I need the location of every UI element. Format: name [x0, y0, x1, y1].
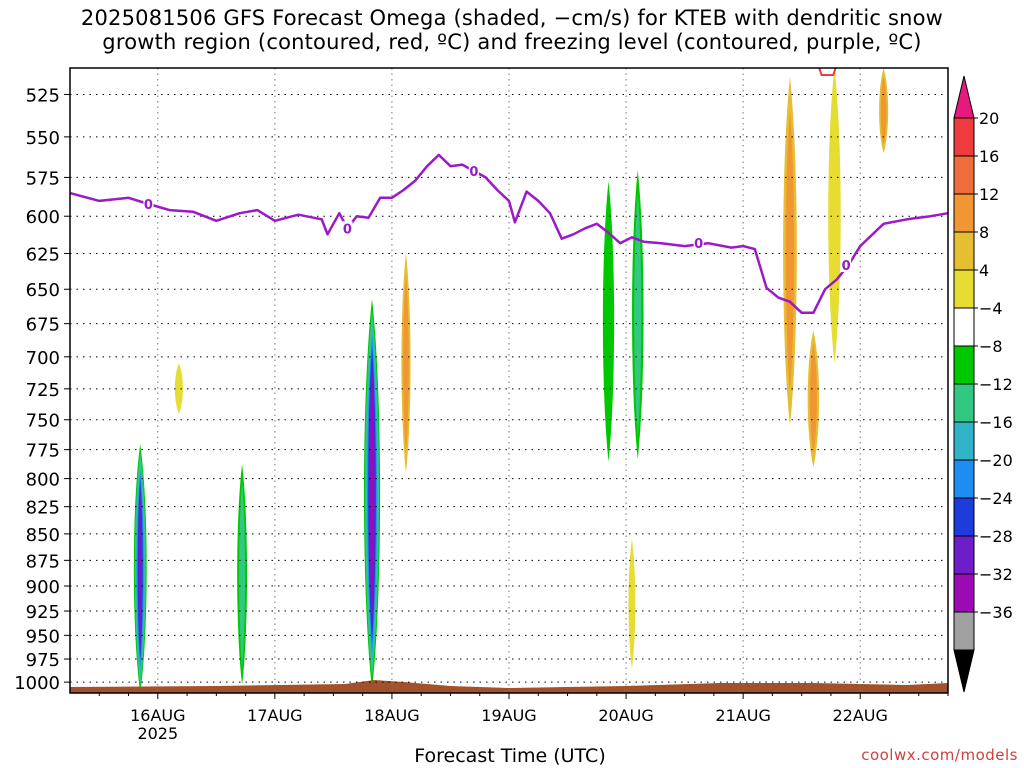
y-tick-label-525: 525 [26, 85, 60, 106]
colorbar-label-11: −28 [979, 527, 1013, 546]
dendritic-growth-contour [818, 67, 837, 76]
colorbar-label-3: 8 [979, 223, 989, 242]
colorbar-label-13: −36 [979, 603, 1013, 622]
colorbar-swatch-0 [953, 117, 975, 157]
y-tick-label-575: 575 [26, 168, 60, 189]
colorbar-swatch-13 [953, 611, 975, 651]
omega-shade-0-6 [138, 488, 143, 651]
omega-shade-2-0 [174, 363, 183, 414]
title-line-1: 2025081506 GFS Forecast Omega (shaded, −… [80, 6, 944, 30]
y-tick-label-900: 900 [26, 577, 60, 598]
omega-shade-4-7 [370, 371, 374, 618]
freezing-level-label-4: 0 [842, 259, 851, 274]
y-tick-label-725: 725 [26, 380, 60, 401]
x-year-label: 2025 [137, 724, 178, 743]
omega-shade-3-2 [239, 481, 246, 668]
y-tick-label-875: 875 [26, 551, 60, 572]
colorbar-label-12: −32 [979, 565, 1013, 584]
omega-shade-8-0 [628, 539, 636, 669]
colorbar-label-1: 16 [979, 147, 999, 166]
colorbar-label-10: −24 [979, 489, 1013, 508]
colorbar-swatch-10 [953, 497, 975, 537]
colorbar-swatch-5 [953, 307, 975, 347]
freezing-level-line [69, 153, 949, 315]
y-tick-label-600: 600 [26, 207, 60, 228]
colorbar-swatch-7 [953, 383, 975, 423]
colorbar-bottom-arrow [953, 649, 975, 693]
colorbar-swatch-1 [953, 155, 975, 195]
colorbar-swatch-4 [953, 269, 975, 309]
plot-frame [69, 67, 949, 694]
colorbar-swatch-3 [953, 231, 975, 271]
omega-shade-13-0 [838, 564, 855, 678]
freezing-label-bg-1 [342, 221, 353, 236]
x-tick-label-22AUG: 22AUG [832, 706, 887, 725]
y-tick-label-750: 750 [26, 411, 60, 432]
colorbar-swatch-9 [953, 459, 975, 499]
freezing-label-bg-4 [841, 258, 852, 273]
x-tick-label-18AUG: 18AUG [364, 706, 419, 725]
y-tick-label-775: 775 [26, 441, 60, 462]
colorbar-label-2: 12 [979, 185, 999, 204]
y-tick-label-950: 950 [26, 626, 60, 647]
colorbar-label-8: −16 [979, 413, 1013, 432]
freezing-level-label-1: 0 [343, 222, 352, 237]
terrain-strip [70, 680, 948, 693]
y-tick-label-700: 700 [26, 348, 60, 369]
x-tick-label-17AUG: 17AUG [247, 706, 302, 725]
omega-shade-10-1 [785, 110, 795, 393]
y-tick-label-800: 800 [26, 470, 60, 491]
x-axis-label: Forecast Time (UTC) [414, 745, 606, 767]
omega-shade-12-0 [828, 68, 841, 364]
source-credit: coolwx.com/models [861, 746, 1018, 764]
y-tick-label-650: 650 [26, 280, 60, 301]
colorbar-label-0: 20 [979, 109, 999, 128]
freezing-label-bg-3 [693, 236, 704, 251]
omega-shade-9-0 [706, 464, 714, 499]
y-tick-label-975: 975 [26, 650, 60, 671]
colorbar-label-7: −12 [979, 375, 1013, 394]
x-tick-label-16AUG: 16AUG [130, 706, 185, 725]
omega-shade-15-0 [941, 559, 948, 611]
colorbar-label-6: −8 [979, 337, 1003, 356]
x-tick-label-20AUG: 20AUG [598, 706, 653, 725]
x-tick-label-21AUG: 21AUG [715, 706, 770, 725]
y-tick-label-850: 850 [26, 525, 60, 546]
freezing-level-label-2: 0 [469, 165, 478, 180]
colorbar-swatch-11 [953, 535, 975, 575]
chart-title: 2025081506 GFS Forecast Omega (shaded, −… [0, 6, 1024, 54]
y-tick-label-550: 550 [26, 128, 60, 149]
freezing-level-label-3: 0 [694, 237, 703, 252]
freezing-level-label-0: 0 [144, 198, 153, 213]
freezing-label-bg-0 [143, 196, 154, 211]
colorbar-label-5: −4 [979, 299, 1003, 318]
y-tick-label-625: 625 [26, 244, 60, 265]
freezing-label-bg-2 [468, 164, 479, 179]
omega-shade-6-1 [602, 181, 615, 462]
y-tick-label-675: 675 [26, 315, 60, 336]
omega-shade-14-1 [880, 76, 887, 146]
omega-shade-7-2 [634, 193, 642, 436]
colorbar-label-9: −20 [979, 451, 1013, 470]
omega-shade-1-0 [168, 471, 176, 666]
y-tick-label-825: 825 [26, 498, 60, 519]
colorbar-swatch-6 [953, 345, 975, 385]
x-tick-label-19AUG: 19AUG [481, 706, 536, 725]
colorbar-swatch-8 [953, 421, 975, 461]
omega-shade-11-1 [809, 343, 817, 454]
title-line-2: growth region (contoured, red, ºC) and f… [102, 30, 922, 54]
y-tick-label-1000: 1000 [14, 673, 60, 694]
y-tick-label-925: 925 [26, 602, 60, 623]
colorbar-swatch-2 [953, 193, 975, 233]
colorbar-label-4: 4 [979, 261, 989, 280]
colorbar-top-arrow [953, 75, 975, 119]
colorbar-swatch-12 [953, 573, 975, 613]
omega-shade-5-1 [403, 274, 409, 452]
